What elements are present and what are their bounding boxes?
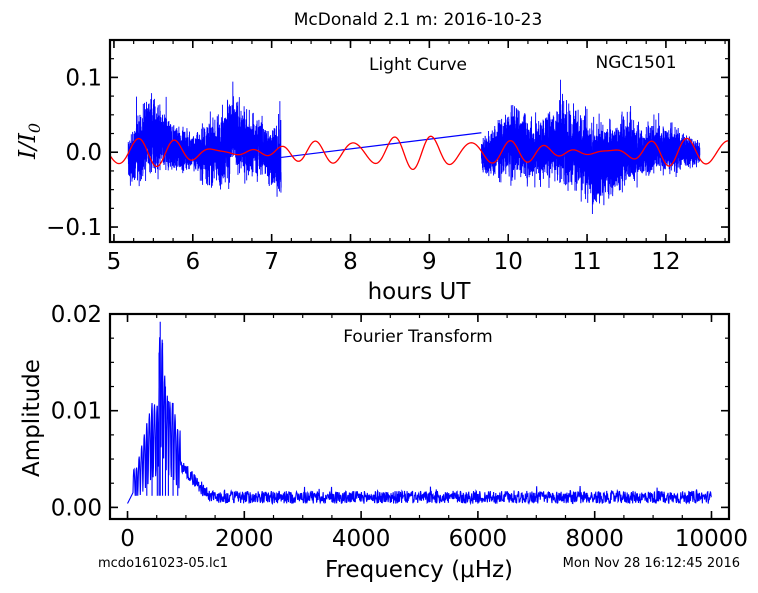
y-tick-label: 0.1 (65, 65, 102, 91)
light-curve-ticks: 5 6 7 8 9 10 11 12 −0.1 0.0 0.1 (46, 40, 729, 275)
light-curve-xlabel: hours UT (368, 279, 472, 305)
x-tick-label: 6 (185, 249, 200, 275)
light-curve-frame (108, 38, 731, 244)
light-curve-ylabel: I/I0 (15, 123, 44, 160)
y-tick-label: 0.0 (65, 140, 102, 166)
footer-filename: mcdo161023-05.lc1 (98, 556, 228, 571)
x-tick-label: 9 (422, 249, 437, 275)
x-tick-label: 5 (107, 249, 122, 275)
fourier-ticks: 0 2000 4000 6000 8000 10000 0.00 0.01 0.02 (51, 302, 748, 552)
light-curve-model-fit (110, 135, 729, 171)
x-tick-label: 10 (494, 249, 523, 275)
light-curve-gap-connector (281, 132, 482, 159)
y-tick-label: 0.02 (51, 302, 102, 328)
fourier-ylabel: Amplitude (19, 359, 45, 477)
x-tick-label: 6000 (449, 526, 508, 552)
x-tick-label: 10000 (675, 526, 748, 552)
y-tick-label: 0.01 (51, 399, 102, 425)
x-tick-label: 7 (264, 249, 279, 275)
light-curve-panel: 5 6 7 8 9 10 11 12 −0.1 0.0 0.1 Light Curve NGC150… (15, 38, 731, 305)
light-curve-data-segment-1 (127, 81, 282, 197)
x-tick-label: 2000 (215, 526, 274, 552)
footer-timestamp: Mon Nov 28 16:12:45 2016 (563, 556, 740, 571)
light-curve-data-segment-2 (480, 79, 701, 214)
fourier-plot-area (127, 321, 712, 506)
x-tick-label: 0 (120, 526, 135, 552)
fourier-title: Fourier Transform (343, 327, 492, 347)
light-curve-plot-area (110, 79, 729, 214)
fourier-panel: 0 2000 4000 6000 8000 10000 0.00 0.01 0.02 Fouri… (19, 302, 748, 583)
light-curve-title: Light Curve (369, 55, 467, 75)
x-tick-label: 8000 (565, 526, 624, 552)
fourier-spectrum-line (127, 337, 712, 506)
x-tick-label: 11 (572, 249, 601, 275)
x-tick-label: 12 (651, 249, 680, 275)
x-tick-label: 4000 (332, 526, 391, 552)
object-label: NGC1501 (595, 53, 676, 73)
y-tick-label: −0.1 (46, 215, 102, 241)
fourier-xlabel: Frequency (μHz) (325, 557, 513, 583)
light-curve-series (110, 79, 729, 214)
y-tick-label: 0.00 (51, 495, 102, 521)
x-tick-label: 8 (343, 249, 358, 275)
figure-title: McDonald 2.1 m: 2016-10-23 (294, 10, 543, 30)
